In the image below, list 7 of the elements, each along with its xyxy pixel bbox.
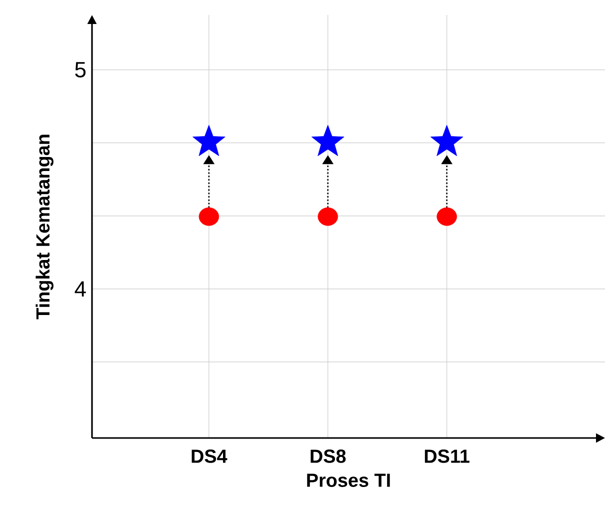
x-tick-label: DS4 (192, 450, 228, 463)
x-tick-label: DS11 (424, 450, 470, 463)
x-tick-label: DS8 (310, 450, 346, 463)
y-tick-label: 5 (75, 62, 86, 78)
x-axis-title: Proses TI (307, 474, 390, 487)
y-tick-label: 4 (74, 281, 86, 296)
y-axis-title: Tingkat Kematangan (36, 134, 54, 320)
